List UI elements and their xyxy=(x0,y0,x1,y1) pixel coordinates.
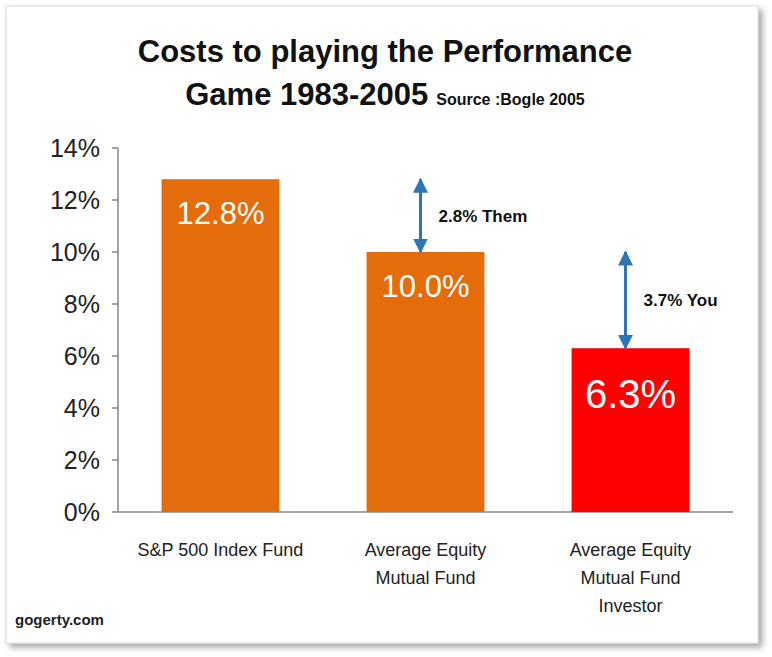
y-tick xyxy=(112,355,118,357)
data-label: 10.0% xyxy=(382,269,470,304)
data-label: 6.3% xyxy=(585,372,676,416)
y-tick xyxy=(112,303,118,305)
y-tick-label: 8% xyxy=(64,290,100,318)
title-line: Game 1983-2005 xyxy=(185,77,428,112)
category-label-line: Average Equity xyxy=(570,540,692,560)
category-label-line: Average Equity xyxy=(365,540,487,560)
annotation-label: 2.8% Them xyxy=(439,207,528,226)
annotation-label: 3.7% You xyxy=(644,291,718,310)
y-tick-label: 14% xyxy=(50,134,100,162)
chart: 0% 2% 4% 6% 8% 10% 12% 14% 12.8% 10.0% 6.3% S&P 500… xyxy=(0,0,772,657)
source: gogerty.com xyxy=(15,611,104,628)
bar xyxy=(162,179,280,512)
category-label-line: Investor xyxy=(598,596,662,616)
y-tick-label: 10% xyxy=(50,238,100,266)
y-tick-label: 6% xyxy=(64,342,100,370)
category-label-line: Mutual Fund xyxy=(580,568,680,588)
y-tick xyxy=(112,251,118,253)
category-label-line: S&P 500 Index Fund xyxy=(138,540,304,560)
y-tick-label: 4% xyxy=(64,394,100,422)
title-line: Costs to playing the Performance xyxy=(138,34,632,69)
y-tick xyxy=(112,147,118,149)
y-tick xyxy=(112,459,118,461)
category-label: Average Equity Mutual Fund Investor xyxy=(570,540,692,616)
y-tick-label: 0% xyxy=(64,498,100,526)
y-axis xyxy=(117,148,119,512)
bars xyxy=(162,179,690,512)
category-label-line: Mutual Fund xyxy=(375,568,475,588)
category-label: S&P 500 Index Fund xyxy=(138,540,304,560)
annotation-arrow xyxy=(419,179,422,252)
bar xyxy=(572,348,690,512)
data-label: 12.8% xyxy=(177,196,265,231)
title: Costs to playing the Performance Game 198… xyxy=(138,34,632,112)
bar xyxy=(367,252,485,512)
y-tick xyxy=(112,407,118,409)
subtitle: Source :Bogle 2005 xyxy=(436,91,585,108)
frame xyxy=(6,6,758,643)
y-tick-label: 12% xyxy=(50,186,100,214)
y-tick xyxy=(112,511,118,513)
annotation-arrow xyxy=(624,252,627,348)
y-tick-label: 2% xyxy=(64,446,100,474)
category-label: Average Equity Mutual Fund xyxy=(365,540,487,588)
y-tick xyxy=(112,199,118,201)
